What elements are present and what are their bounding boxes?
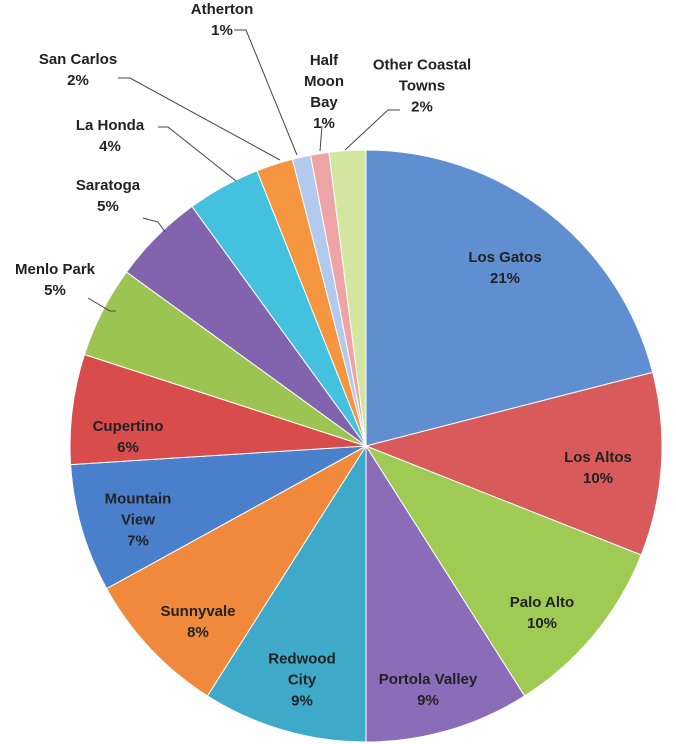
pie-slice (105, 445, 367, 697)
leader-line (234, 29, 298, 156)
leader-line (158, 126, 237, 182)
slice-label: Menlo Park 5% (15, 259, 95, 301)
category-label: Portola Valley (378, 671, 478, 688)
pie-slice (365, 444, 526, 743)
category-label: Atherton (190, 1, 254, 18)
category-label: Mountain View (104, 490, 172, 529)
category-label: La Honda (75, 117, 145, 134)
value-label: 10% (526, 615, 558, 632)
leader-line (319, 125, 323, 152)
slice-label: Sunnyvale 8% (160, 601, 235, 643)
pie-slice (364, 444, 642, 697)
slice-label: Atherton 1% (191, 0, 254, 41)
value-label: 6% (117, 439, 139, 456)
value-label: 10% (582, 470, 614, 487)
value-label: 5% (97, 198, 119, 215)
category-label: Sunnyvale (160, 603, 236, 620)
category-label: Los Gatos (468, 249, 542, 266)
pie-slice (365, 149, 654, 447)
value-label: 1% (313, 115, 335, 132)
category-label: San Carlos (38, 51, 118, 68)
slice-label: Saratoga 5% (76, 175, 140, 217)
slice-label: Mountain View 7% (98, 489, 178, 552)
pie-slice (328, 149, 367, 447)
slices (69, 149, 663, 743)
value-label: 2% (67, 72, 89, 89)
value-label: 21% (489, 270, 521, 287)
slice-label: Los Gatos 21% (468, 247, 541, 289)
value-label: 5% (44, 282, 66, 299)
slice-label: Palo Alto 10% (510, 592, 574, 634)
value-label: 8% (187, 624, 209, 641)
category-label: Redwood City (268, 650, 336, 689)
category-label: Other Coastal Towns (372, 56, 472, 95)
value-label: 9% (291, 692, 313, 710)
slice-label: Redwood City 9% (267, 649, 337, 712)
slice-label: La Honda 4% (76, 115, 144, 157)
slice-label: Los Altos 10% (564, 447, 632, 489)
leader-line (87, 297, 116, 312)
slice-label: Cupertino 6% (93, 416, 164, 458)
slice-label: San Carlos 2% (39, 49, 117, 91)
category-label: Palo Alto (509, 594, 575, 611)
value-label: 1% (211, 22, 233, 39)
pie-slice (70, 445, 367, 590)
category-label: Half Moon Bay (304, 52, 344, 111)
value-label: 4% (99, 138, 121, 155)
pie-slice (206, 444, 367, 743)
slice-label: Other Coastal Towns 2% (366, 55, 478, 118)
category-label: Los Altos (564, 449, 632, 466)
category-label: Menlo Park (14, 261, 96, 278)
leader-line (142, 217, 166, 233)
slice-label: Half Moon Bay 1% (289, 50, 359, 134)
value-label: 7% (127, 532, 149, 550)
value-label: 9% (417, 692, 439, 709)
category-label: Saratoga (75, 177, 141, 194)
leader-line (344, 109, 400, 151)
slice-label: Portola Valley 9% (379, 669, 477, 711)
value-label: 2% (411, 98, 433, 116)
leader-line (118, 77, 281, 161)
category-label: Cupertino (92, 418, 164, 435)
pie-slice (364, 371, 663, 556)
